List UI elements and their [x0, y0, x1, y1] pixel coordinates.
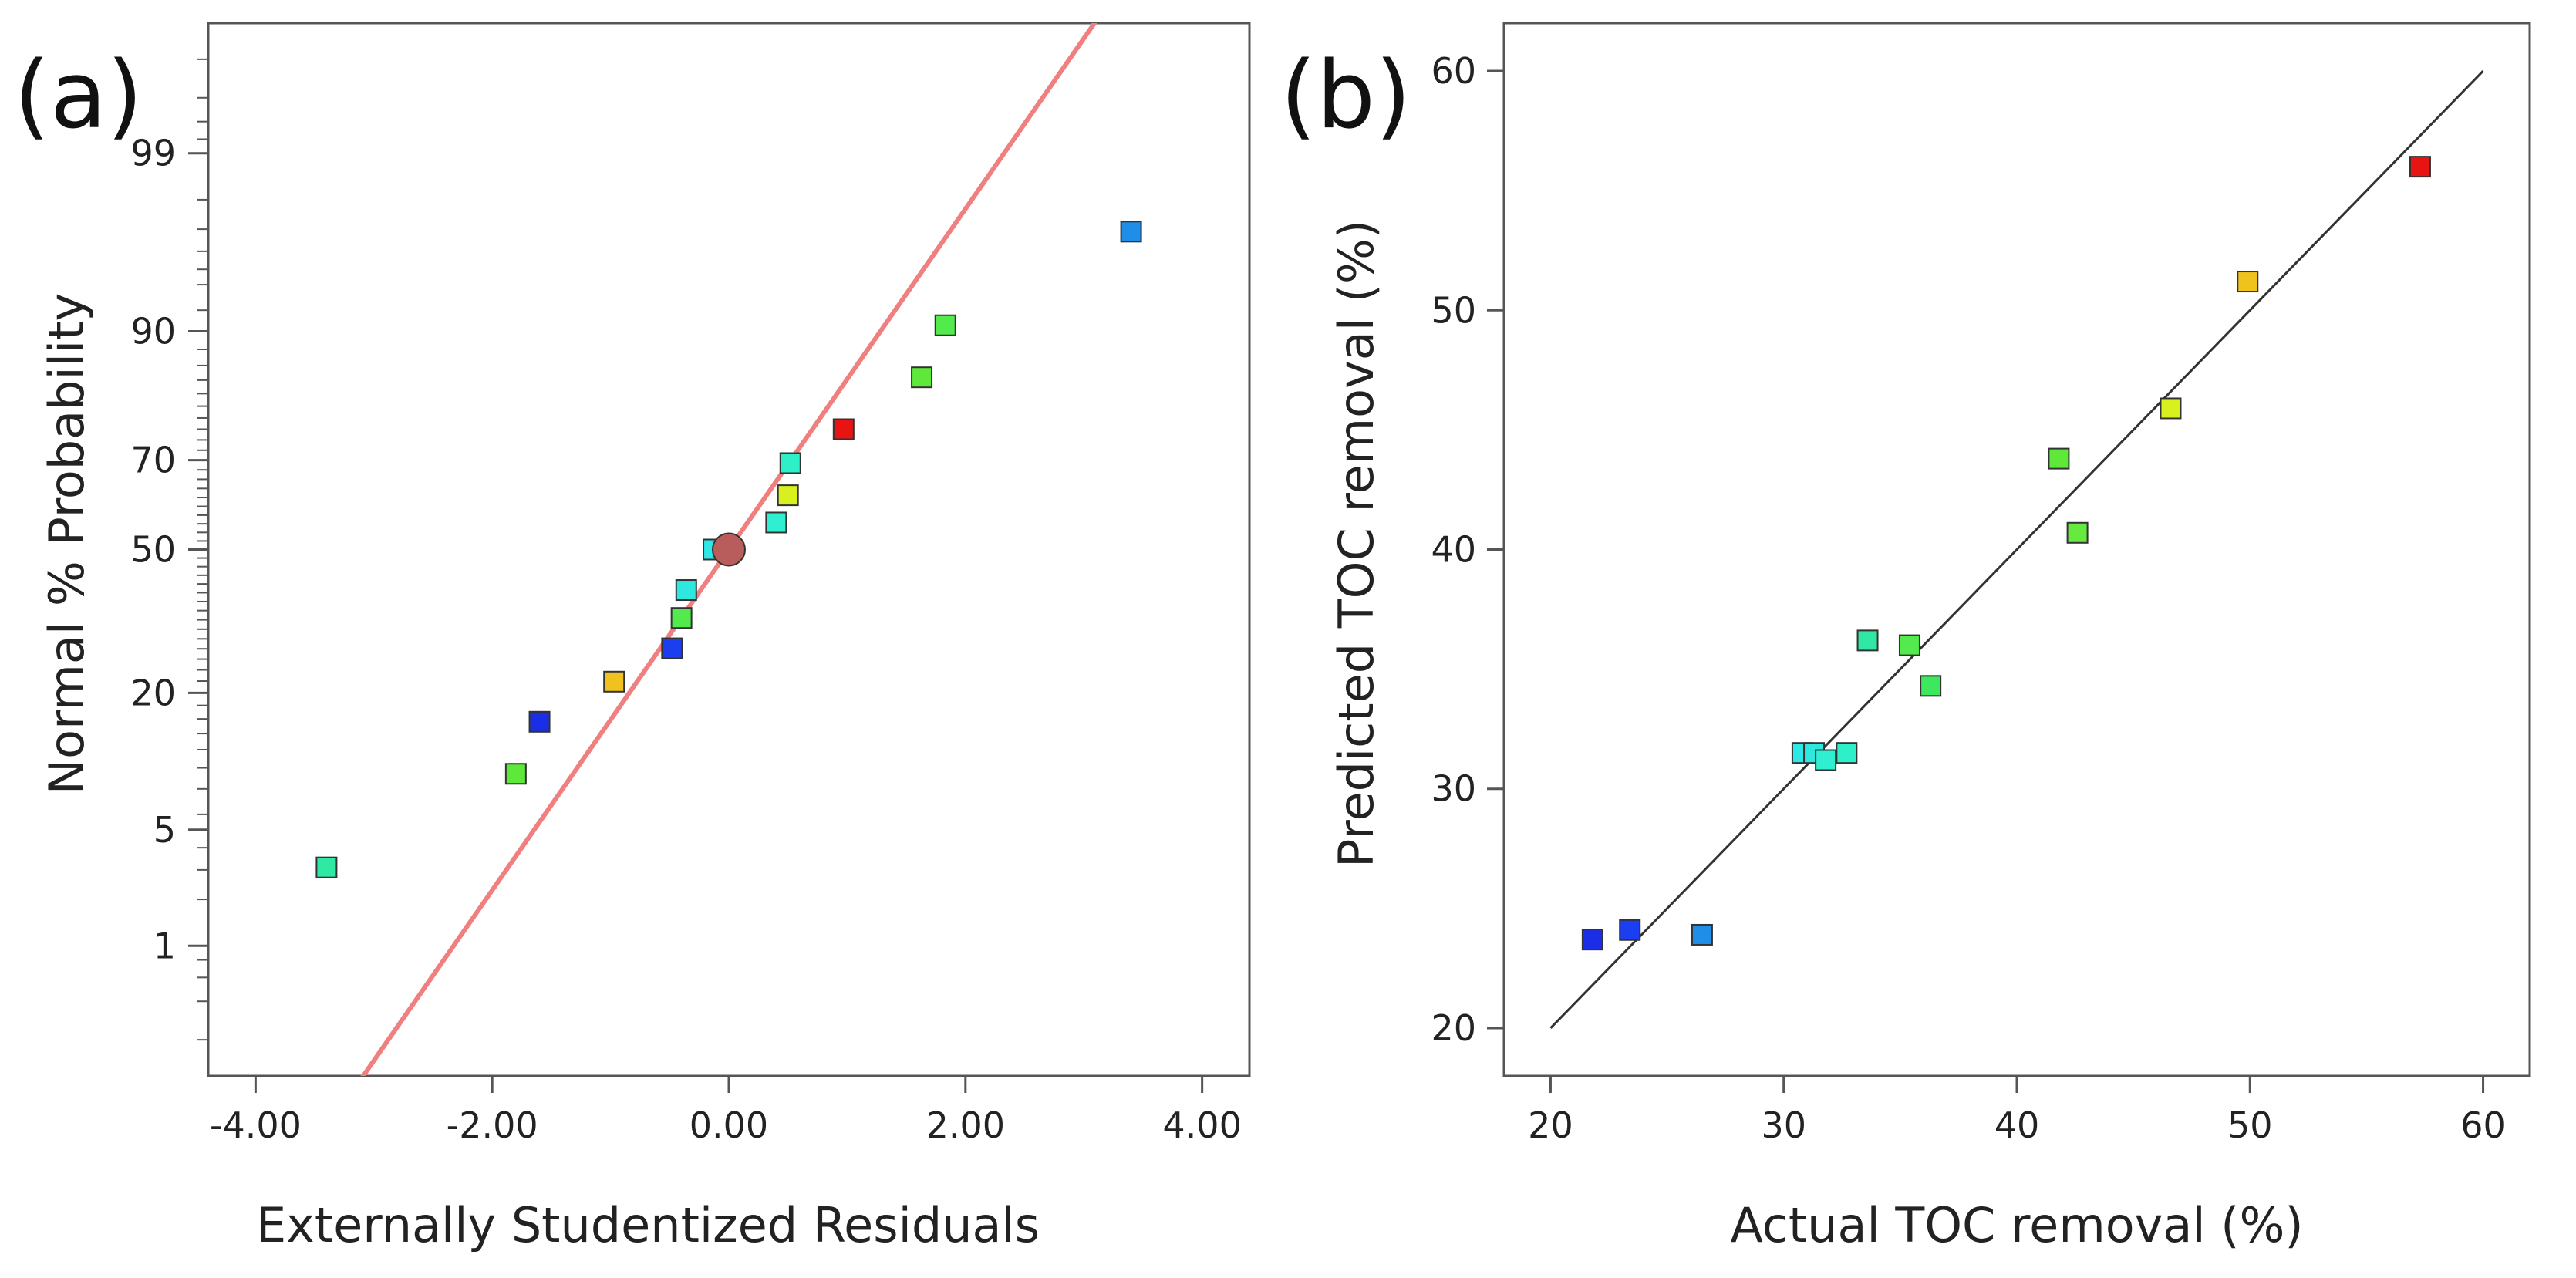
- y-tick-label-a: 20: [130, 672, 176, 713]
- y-tick-label-b: 50: [1431, 289, 1476, 331]
- y-tick-label-b: 20: [1431, 1007, 1476, 1049]
- panel-label-b: (b): [1280, 42, 1411, 150]
- data-point-b: [2237, 271, 2259, 293]
- y-tick-label-a: 99: [130, 133, 176, 174]
- data-point-b: [1836, 742, 1858, 764]
- data-point-b: [2160, 397, 2182, 420]
- y-tick-label-b: 40: [1431, 529, 1476, 571]
- data-point-a: [777, 484, 799, 507]
- data-point-a: [315, 856, 338, 878]
- y-axis-title-b: Predicted TOC removal (%): [1328, 220, 1384, 868]
- data-point-a: [779, 452, 801, 474]
- y-tick-label-a: 70: [130, 440, 176, 481]
- y-tick-label-a: 50: [130, 529, 176, 571]
- y-ticks-a: 1 5 20 50 70 90 99: [130, 133, 208, 966]
- data-point-b: [1581, 929, 1603, 951]
- data-points-a: [315, 221, 1142, 878]
- y-tick-label-a: 5: [153, 809, 176, 851]
- data-point-a: [603, 670, 625, 693]
- data-point-b: [2066, 521, 2089, 544]
- data-point-b: [2409, 156, 2431, 178]
- data-point-b: [1898, 634, 1920, 656]
- x-tick-label-b: 50: [2227, 1104, 2273, 1146]
- data-point-b: [1920, 675, 1942, 697]
- data-point-a: [765, 511, 787, 534]
- center-point-marker: [712, 532, 746, 567]
- x-tick-label-a: 4.00: [1162, 1104, 1241, 1146]
- data-point-a: [832, 418, 855, 440]
- y-tick-label-a: 90: [130, 310, 176, 352]
- data-point-a: [934, 314, 956, 336]
- x-ticks-b: 20 30 40 50 60: [1528, 1076, 2506, 1146]
- y-tick-label-b: 30: [1431, 768, 1476, 810]
- reference-line-b: [1549, 69, 2484, 1030]
- x-tick-label-b: 20: [1528, 1104, 1573, 1146]
- data-point-b: [1856, 629, 1879, 652]
- data-point-a: [911, 366, 933, 389]
- x-tick-label-b: 60: [2460, 1104, 2506, 1146]
- y-tick-label-b: 60: [1431, 50, 1476, 92]
- y-ticks-b: 20 30 40 50 60: [1431, 50, 1504, 1049]
- x-tick-label-a: 0.00: [690, 1104, 768, 1146]
- x-tick-label-b: 30: [1761, 1104, 1806, 1146]
- data-point-b: [1815, 749, 1837, 771]
- y-tick-label-a: 1: [153, 925, 176, 966]
- data-point-a: [528, 710, 551, 733]
- data-point-a: [661, 637, 683, 659]
- x-tick-label-a: -2.00: [447, 1104, 538, 1146]
- panel-label-a: (a): [14, 42, 143, 150]
- data-point-a: [670, 607, 693, 629]
- x-tick-label-a: -4.00: [210, 1104, 302, 1146]
- data-point-a: [675, 579, 697, 602]
- data-point-b: [1619, 919, 1641, 941]
- x-axis-title-b: Actual TOC removal (%): [1730, 1197, 2303, 1253]
- x-axis-title-a: Externally Studentized Residuals: [256, 1197, 1040, 1253]
- data-points-b: [1581, 156, 2431, 951]
- y-axis-title-a: Normal % Probability: [39, 293, 95, 794]
- data-point-b: [2048, 447, 2070, 470]
- data-point-b: [1691, 923, 1713, 946]
- data-point-a: [504, 763, 527, 785]
- x-tick-label-b: 40: [1994, 1104, 2040, 1146]
- data-point-a: [1120, 221, 1142, 243]
- panel-b: 20 30 40 50 60 20 30 40 50 60 (b) Actual TOC rem…: [1280, 22, 2531, 1253]
- x-tick-label-a: 2.00: [926, 1104, 1005, 1146]
- x-ticks-a: -4.00 -2.00 0.00 2.00 4.00: [210, 1076, 1242, 1146]
